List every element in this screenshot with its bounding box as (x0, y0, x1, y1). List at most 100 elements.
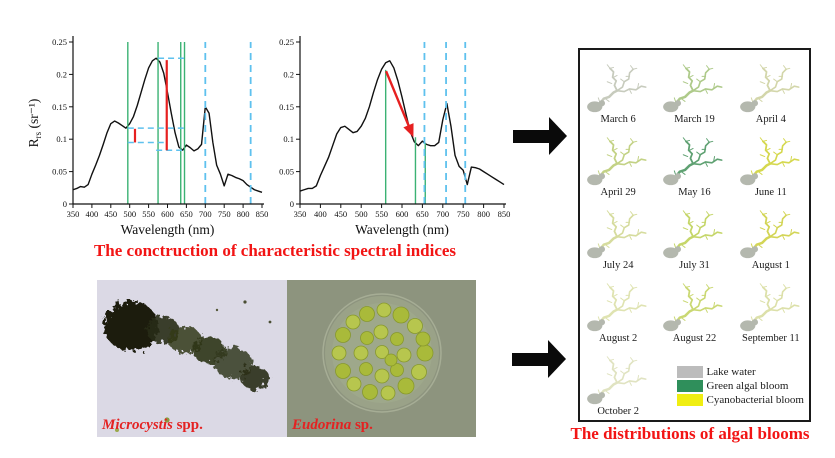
lake-map-cell: September 11 (733, 272, 809, 345)
lake-date-label: October 2 (597, 406, 640, 417)
lake-date-label: April 29 (600, 187, 636, 198)
svg-text:Wavelength (nm): Wavelength (nm) (121, 222, 215, 237)
lake-shape (660, 60, 728, 116)
arrow-head (549, 117, 567, 155)
svg-text:500: 500 (355, 209, 368, 219)
lake-date-label: September 11 (742, 333, 800, 344)
svg-text:750: 750 (457, 209, 470, 219)
legend-item: Cyanobacterial bloom (676, 393, 804, 406)
lake-shape (737, 60, 805, 116)
legend-label: Cyanobacterial bloom (706, 393, 804, 406)
svg-text:700: 700 (436, 209, 449, 219)
lake-date-label: July 24 (602, 260, 634, 271)
eudorina-colony-image (287, 280, 476, 437)
micrograph-eudorina: Eudorina sp. (287, 280, 476, 437)
svg-text:0: 0 (290, 199, 294, 209)
lake-map-cell: August 2 (580, 272, 656, 345)
svg-text:350: 350 (67, 209, 80, 219)
svg-text:550: 550 (375, 209, 388, 219)
legend-item: Green algal bloom (676, 379, 804, 392)
lake-shape (660, 279, 728, 335)
lake-grid: March 6 March 19 April 4 April 29 May 16 June… (580, 50, 809, 419)
genus-name: Eudorina (292, 417, 352, 433)
lake-map-cell: October 2 (580, 345, 656, 418)
lake-shape (584, 352, 652, 408)
lake-map-cell: August 1 (733, 199, 809, 272)
lake-date-label: July 31 (679, 260, 710, 271)
lake-shape (737, 206, 805, 262)
lake-date-label: August 1 (751, 260, 790, 271)
lake-date-label: March 6 (600, 114, 636, 125)
lake-map-cell: April 4 (733, 53, 809, 126)
svg-text:450: 450 (334, 209, 347, 219)
svg-text:0: 0 (63, 199, 67, 209)
legend-label: Green algal bloom (706, 379, 789, 392)
lake-map-cell: April 29 (580, 126, 656, 199)
svg-text:0.2: 0.2 (56, 69, 67, 79)
lake-shape (737, 279, 805, 335)
lake-date-label: March 19 (674, 114, 715, 125)
svg-text:650: 650 (416, 209, 429, 219)
caption-spectral-indices: The conctruction of characteristic spect… (93, 241, 457, 260)
arrow-shaft (513, 130, 550, 143)
svg-text:Wavelength (nm): Wavelength (nm) (355, 222, 449, 237)
svg-text:800: 800 (477, 209, 490, 219)
spectral-plot-right: 350 400 450 500 550 600 650 700 750 800 850 0 0.05 0.… (279, 36, 511, 237)
lake-map-cell: August 22 (656, 272, 732, 345)
legend-item: Lake water (676, 365, 804, 378)
bloom-distribution-panel: March 6 March 19 April 4 April 29 May 16 June… (578, 48, 811, 422)
map-legend: Lake water Green algal bloom Cyanobacteria… (676, 365, 804, 406)
svg-text:0.25: 0.25 (52, 37, 67, 47)
svg-text:Rrs (sr⁻¹): Rrs (sr⁻¹) (26, 99, 43, 148)
lake-shape (584, 133, 652, 189)
legend-label: Lake water (706, 365, 756, 378)
lake-date-label: May 16 (678, 187, 711, 198)
svg-text:0.05: 0.05 (52, 167, 67, 177)
lake-date-label: August 2 (599, 333, 638, 344)
spectral-plot-left: 350 400 450 500 550 600 650 700 750 800 850 0 0.05 0.… (26, 36, 269, 237)
figure-root: 350 400 450 500 550 600 650 700 750 800 850 0 0.05 0.… (0, 18, 835, 458)
svg-text:600: 600 (161, 209, 174, 219)
lake-date-label: April 4 (755, 114, 786, 125)
lake-map-cell: March 19 (656, 53, 732, 126)
svg-text:700: 700 (199, 209, 212, 219)
lake-shape (584, 206, 652, 262)
lake-shape (584, 60, 652, 116)
svg-text:0.05: 0.05 (279, 167, 294, 177)
microcystis-label: Microcystis spp. (102, 417, 203, 434)
legend-swatch (676, 365, 703, 378)
svg-text:750: 750 (218, 209, 231, 219)
svg-text:800: 800 (237, 209, 250, 219)
svg-text:450: 450 (104, 209, 117, 219)
lake-shape (737, 133, 805, 189)
svg-text:500: 500 (123, 209, 136, 219)
flow-arrow-icon (513, 117, 567, 155)
svg-text:550: 550 (142, 209, 155, 219)
svg-text:850: 850 (498, 209, 511, 219)
svg-text:400: 400 (86, 209, 99, 219)
eudorina-label: Eudorina sp. (292, 417, 373, 434)
micrograph-microcystis: Microcystis spp. (97, 280, 287, 437)
species-suffix: spp. (172, 417, 203, 433)
arrow-shaft (512, 353, 549, 366)
lake-date-label: June 11 (754, 187, 787, 198)
caption-distributions: The distributions of algal blooms (570, 424, 810, 443)
svg-text:600: 600 (396, 209, 409, 219)
lake-shape (660, 206, 728, 262)
genus-name: Microcystis (102, 417, 173, 433)
svg-text:850: 850 (256, 209, 269, 219)
svg-text:0.1: 0.1 (283, 134, 294, 144)
lake-shape (660, 133, 728, 189)
legend-swatch (676, 393, 703, 406)
svg-text:350: 350 (294, 209, 307, 219)
microcystis-colony-image (97, 280, 287, 437)
lake-map-cell: July 31 (656, 199, 732, 272)
arrow-head (548, 340, 566, 378)
lake-date-label: August 22 (672, 333, 717, 344)
svg-text:650: 650 (180, 209, 193, 219)
lake-map-cell: May 16 (656, 126, 732, 199)
flow-arrow-icon (512, 340, 566, 378)
svg-text:0.15: 0.15 (52, 102, 67, 112)
lake-map-cell: June 11 (733, 126, 809, 199)
svg-text:0.2: 0.2 (283, 69, 294, 79)
